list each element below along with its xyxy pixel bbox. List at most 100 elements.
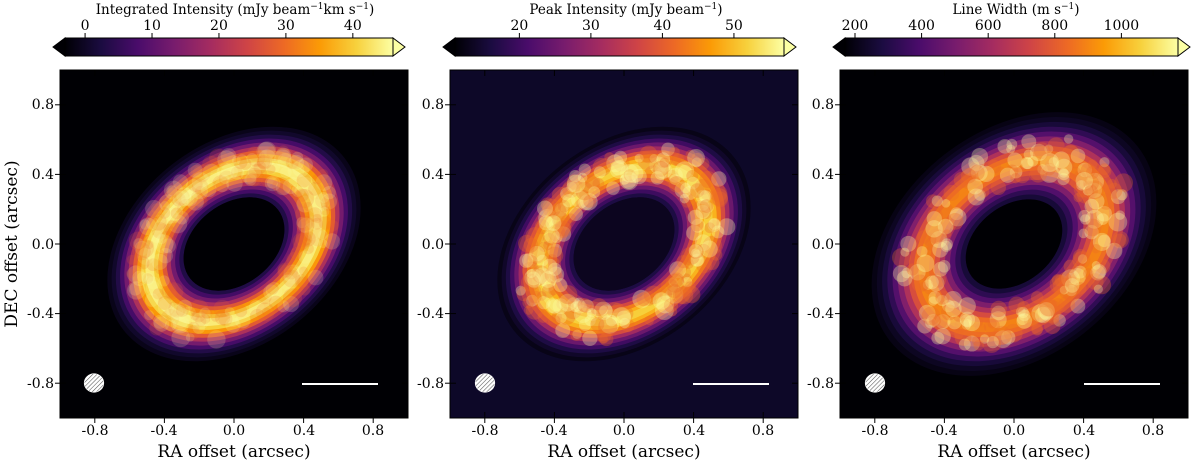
ring-speckle (244, 173, 257, 186)
ring-speckle (157, 296, 172, 310)
ring-speckle (207, 330, 226, 349)
ring-speckle (1084, 184, 1098, 198)
ring-speckle (596, 310, 608, 321)
ring-speckle (190, 190, 207, 207)
ring-speckle (534, 267, 551, 284)
ring-speckle (326, 219, 339, 232)
ring-speckle (318, 192, 330, 203)
ring-speckle (1086, 273, 1104, 290)
ring-speckle (562, 194, 576, 208)
ring-speckle (935, 290, 950, 305)
ring-speckle (182, 187, 194, 199)
ring-speckle (160, 238, 176, 254)
ring-speckle (669, 146, 680, 158)
ring-speckle (171, 192, 186, 207)
ring-speckle (669, 261, 687, 279)
ring-speckle (191, 178, 209, 195)
ring-speckle (702, 235, 722, 255)
ring-speckle (292, 232, 310, 251)
ring-speckle (617, 305, 634, 322)
ring-speckle (255, 302, 275, 322)
ring-speckle (521, 261, 540, 280)
ring-speckle (636, 292, 651, 307)
ring-speckle (1075, 171, 1093, 190)
ring-speckle (158, 206, 171, 219)
ring-speckle (674, 266, 684, 276)
ring-speckle (191, 182, 209, 200)
ring-speckle (1076, 185, 1096, 204)
ring-speckle (974, 322, 987, 334)
ring-speckle (318, 230, 328, 240)
ring-speckle (697, 157, 710, 170)
colorbar-extend-high (783, 37, 797, 57)
ring-speckle (296, 176, 314, 194)
ring-speckle (961, 320, 972, 330)
ring-speckle (953, 329, 964, 340)
ring-speckle (323, 233, 341, 250)
ring-speckle (299, 284, 311, 296)
ring-speckle (1065, 272, 1077, 284)
ring-speckle (253, 161, 267, 174)
ring-speckle (669, 174, 681, 186)
ring-speckle (930, 230, 948, 249)
colorbar-extend-low (442, 37, 456, 57)
ring-speckle (1030, 291, 1044, 304)
heatmap-integrated-intensity (59, 69, 409, 419)
ring-speckle (126, 254, 137, 265)
ring-speckle (1085, 180, 1105, 200)
ring-speckle (218, 170, 235, 187)
ring-speckle (695, 189, 710, 205)
ring-speckle (312, 213, 322, 224)
ring-speckle (554, 220, 572, 238)
ring-speckle (669, 272, 685, 288)
ring-speckle (1080, 162, 1096, 178)
ring-hole (573, 197, 675, 291)
ring-speckle (942, 299, 955, 313)
ring-speckle (170, 304, 187, 321)
ring-speckle (566, 213, 576, 223)
ring-speckle (542, 258, 558, 275)
colorbar-tick-label: 400 (908, 18, 935, 34)
ring-speckle (142, 273, 154, 285)
ring-speckle (928, 291, 942, 305)
ring-speckle (945, 300, 962, 318)
ring-speckle (266, 145, 283, 162)
ring-speckle (526, 269, 536, 279)
ring-speckle (609, 159, 629, 179)
ring-speckle (1069, 156, 1082, 169)
ring-speckle (946, 213, 964, 230)
ring-speckle (307, 269, 324, 286)
ring-speckle (682, 185, 698, 200)
ring-speckle (287, 162, 305, 180)
ring-speckle (1077, 254, 1088, 264)
ring-speckle (932, 313, 948, 330)
ring-speckle (557, 200, 571, 213)
ring-speckle (519, 253, 534, 268)
x-tick-label: 0.4 (683, 423, 705, 439)
ring-speckle (185, 325, 201, 340)
ring-speckle (579, 192, 598, 211)
ring-speckle (661, 142, 675, 157)
ring-speckle (974, 189, 986, 201)
ring-speckle (547, 299, 562, 314)
ring-speckle (545, 298, 562, 314)
ring-speckle (1031, 323, 1044, 335)
ring-speckle (164, 202, 184, 222)
ring-speckle (558, 293, 577, 312)
y-tick-label: 0.8 (32, 97, 54, 113)
ring-speckle (137, 247, 155, 265)
ring-speckle (632, 289, 651, 309)
ring-speckle (298, 217, 314, 234)
ring-speckle (935, 314, 951, 330)
ring-speckle (1033, 142, 1051, 160)
ring-speckle (172, 190, 189, 207)
colorbar-tick-label: 1000 (1104, 18, 1140, 34)
ring-speckle (264, 175, 281, 192)
ring-speckle (311, 217, 324, 230)
ring-speckle (516, 286, 531, 302)
ring-speckle (285, 156, 299, 170)
ring-speckle (941, 304, 958, 321)
ring-speckle (558, 285, 578, 305)
ring-speckle (284, 266, 298, 280)
ring-speckle (185, 333, 195, 342)
